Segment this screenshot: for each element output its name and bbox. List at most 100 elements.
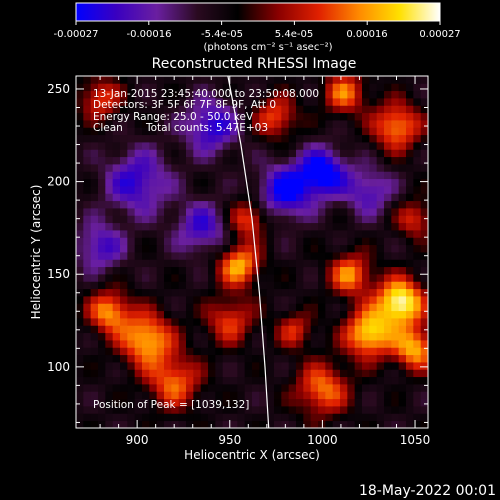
heatmap-cell xyxy=(340,149,348,158)
heatmap-cell xyxy=(164,156,172,165)
heatmap-cell xyxy=(244,178,253,187)
heatmap-cell xyxy=(303,406,312,414)
heatmap-cell xyxy=(76,237,84,246)
heatmap-cell xyxy=(98,193,106,202)
heatmap-cell xyxy=(164,83,172,92)
heatmap-cell xyxy=(420,281,428,290)
heatmap-cell xyxy=(215,413,224,422)
heatmap-cell xyxy=(354,369,363,378)
heatmap-cell xyxy=(369,83,378,92)
heatmap-cell xyxy=(208,171,216,180)
heatmap-cell xyxy=(281,156,290,165)
heatmap-cell xyxy=(369,208,378,216)
heatmap-cell xyxy=(354,178,363,187)
heatmap-cell xyxy=(164,193,172,202)
heatmap-cell xyxy=(112,215,121,224)
heatmap-cell xyxy=(332,347,341,356)
heatmap-cell xyxy=(90,369,99,378)
heatmap-cell xyxy=(149,215,158,224)
heatmap-cell xyxy=(340,354,348,363)
heatmap-cell xyxy=(413,288,422,297)
heatmap-cell xyxy=(156,288,165,297)
heatmap-cell xyxy=(156,83,165,92)
heatmap-cell xyxy=(406,274,414,282)
heatmap-cell xyxy=(171,274,180,282)
heatmap-cell xyxy=(369,134,378,143)
heatmap-cell xyxy=(112,318,121,326)
heatmap-cell xyxy=(406,208,414,216)
heatmap-cell xyxy=(156,208,165,216)
heatmap-cell xyxy=(296,230,304,238)
heatmap-cell xyxy=(105,164,114,172)
heatmap-cell xyxy=(142,164,150,172)
annotation-method: Clean xyxy=(93,122,123,134)
heatmap-cell xyxy=(76,318,84,326)
heatmap-cell xyxy=(296,127,304,136)
heatmap-cell xyxy=(149,406,158,414)
heatmap-cell xyxy=(288,90,297,99)
heatmap-cell xyxy=(134,244,143,253)
heatmap-cell xyxy=(369,112,378,121)
heatmap-cell xyxy=(406,76,414,84)
heatmap-cell xyxy=(171,332,180,341)
heatmap-cell xyxy=(244,83,253,92)
colorbar-tick-label: -0.00016 xyxy=(127,29,172,40)
heatmap-cell xyxy=(105,178,114,187)
heatmap-cell xyxy=(274,376,282,385)
heatmap-cell xyxy=(164,281,172,290)
heatmap-cell xyxy=(303,310,312,319)
heatmap-cell xyxy=(274,90,282,99)
heatmap-cell xyxy=(274,281,282,290)
heatmap-cell xyxy=(413,303,422,312)
heatmap-cell xyxy=(384,186,392,194)
heatmap-cell xyxy=(362,406,370,414)
heatmap-cell xyxy=(127,171,136,180)
heatmap-cell xyxy=(105,230,114,238)
heatmap-cell xyxy=(142,266,150,275)
heatmap-cell xyxy=(208,340,216,348)
heatmap-cell xyxy=(391,120,400,128)
heatmap-cell xyxy=(303,120,312,128)
heatmap-cell xyxy=(398,296,407,304)
heatmap-cell xyxy=(149,142,158,150)
heatmap-cell xyxy=(354,200,363,209)
heatmap-cell xyxy=(420,303,428,312)
heatmap-cell xyxy=(222,90,231,99)
heatmap-cell xyxy=(171,230,180,238)
heatmap-cell xyxy=(200,376,209,385)
heatmap-cell xyxy=(340,120,348,128)
heatmap-cell xyxy=(156,420,165,428)
heatmap-cell xyxy=(296,149,304,158)
heatmap-cell xyxy=(288,266,297,275)
heatmap-cell xyxy=(76,215,84,224)
annotation-detectors: Detectors: 3F 5F 6F 7F 8F 9F, Att 0 xyxy=(93,99,276,111)
heatmap-cell xyxy=(156,76,165,84)
heatmap-cell xyxy=(120,134,128,143)
heatmap-cell xyxy=(420,406,428,414)
heatmap-cell xyxy=(310,156,319,165)
heatmap-cell xyxy=(76,266,84,275)
heatmap-cell xyxy=(369,420,378,428)
heatmap-cell xyxy=(296,376,304,385)
heatmap-cell xyxy=(76,406,84,414)
heatmap-cell xyxy=(222,164,231,172)
heatmap-cell xyxy=(325,149,334,158)
heatmap-cell xyxy=(164,369,172,378)
heatmap-cell xyxy=(134,215,143,224)
heatmap-cell xyxy=(274,384,282,392)
colorbar-tick-label: 0.00027 xyxy=(419,29,460,40)
heatmap-cell xyxy=(303,208,312,216)
heatmap-cell xyxy=(420,98,428,106)
heatmap-cell xyxy=(347,134,356,143)
heatmap-cell xyxy=(105,406,114,414)
heatmap-cell xyxy=(208,296,216,304)
heatmap-cell xyxy=(362,186,370,194)
heatmap-cell xyxy=(296,318,304,326)
heatmap-cell xyxy=(105,83,114,92)
heatmap-cell xyxy=(237,413,246,422)
heatmap-cell xyxy=(208,120,216,128)
heatmap-cell xyxy=(171,244,180,253)
heatmap-cell xyxy=(413,222,422,231)
heatmap-cell xyxy=(347,376,356,385)
heatmap-cell xyxy=(310,347,319,356)
